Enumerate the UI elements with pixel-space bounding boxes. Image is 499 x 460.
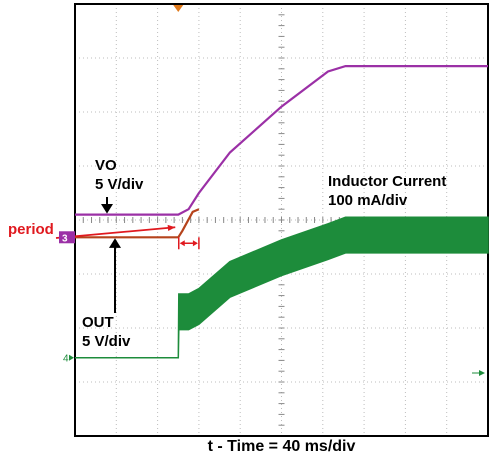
out-label: OUT <box>82 314 114 331</box>
trigger-position-marker <box>173 5 184 12</box>
x-axis-label: t - Time = 40 ms/div <box>207 438 356 455</box>
out-arrow-head <box>109 238 121 248</box>
vo-scale-label: 5 V/div <box>95 176 144 193</box>
period-label: period <box>8 221 54 238</box>
markers: 34 <box>55 5 485 376</box>
inductor-current-trace <box>75 216 489 359</box>
trigger-level-marker <box>479 370 485 376</box>
period-arrow <box>55 226 176 239</box>
period-arrow-head <box>167 224 176 232</box>
period-bracket-head-right <box>192 240 198 247</box>
inductor-current-scale-label: 100 mA/div <box>328 192 408 209</box>
out-trace <box>75 208 200 239</box>
channel-3-marker <box>59 231 75 244</box>
channel-3-marker-label: 3 <box>62 233 68 244</box>
vo-trace <box>75 65 488 216</box>
vo-label: VO <box>95 157 117 174</box>
inductor-current-label: Inductor Current <box>328 173 447 190</box>
channel-4-marker-label: 4 <box>63 354 69 365</box>
period-bracket-head-left <box>179 240 185 247</box>
traces <box>75 65 489 359</box>
out-scale-label: 5 V/div <box>82 333 131 350</box>
channel-4-marker <box>69 354 74 361</box>
vo-arrow-head <box>101 204 113 214</box>
